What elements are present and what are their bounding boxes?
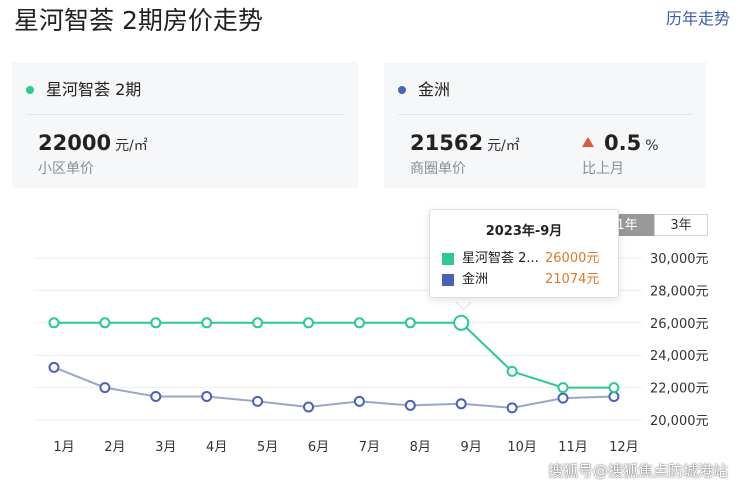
community-price-unit: 元/㎡ <box>115 138 148 154</box>
district-series-point <box>150 391 162 403</box>
tooltip-series-name: 金洲 <box>462 272 489 287</box>
district-name: 金洲 <box>418 80 451 99</box>
community-series-point <box>506 365 518 377</box>
x-tick-label: 2月 <box>104 440 125 455</box>
card-divider <box>398 114 692 115</box>
x-tick-label: 11月 <box>558 440 588 455</box>
increase-arrow-icon <box>582 137 594 147</box>
x-tick-label: 9月 <box>461 440 482 455</box>
community-price-label: 小区单价 <box>38 161 94 177</box>
community-series-point <box>557 382 569 394</box>
community-series-point <box>150 317 162 329</box>
district-price-label: 商圈单价 <box>410 161 466 177</box>
district-series-point <box>99 382 111 394</box>
district-series-line <box>53 366 614 409</box>
district-price-card: 金洲 21562 元/㎡ 商圈单价 0.5% 比上月 <box>384 62 706 188</box>
x-tick-label: 1月 <box>53 440 74 455</box>
tab-3-years[interactable]: 3年 <box>654 214 708 236</box>
y-tick-label: 24,000元 <box>650 349 709 364</box>
community-series-swatch <box>442 253 454 265</box>
community-series-point <box>201 317 213 329</box>
tooltip-title: 2023年-9月 <box>485 224 563 239</box>
community-series-point <box>48 317 60 329</box>
chart-tooltip: 2023年-9月 星河智荟 2... 26000元 金洲 21074元 <box>429 209 619 298</box>
x-tick-label: 3月 <box>155 440 176 455</box>
community-price-value: 22000 <box>38 131 112 155</box>
community-legend-dot <box>26 86 34 94</box>
district-series-point <box>48 361 60 373</box>
district-legend-dot <box>398 86 406 94</box>
time-range-tabs: 1年 3年 <box>600 214 708 236</box>
tooltip-series-value: 26000元 <box>545 251 600 266</box>
history-trend-link[interactable]: 历年走势 <box>665 9 730 28</box>
district-series-point <box>506 402 518 414</box>
x-tick-label: 5月 <box>257 440 278 455</box>
community-series-line <box>54 321 614 389</box>
district-price-unit: 元/㎡ <box>487 138 520 154</box>
watermark: 搜狐号@搜狐焦点防城港站 <box>548 462 729 480</box>
district-series-point <box>404 399 416 411</box>
district-series-swatch <box>442 274 454 286</box>
community-series-point <box>608 382 620 394</box>
community-series-point <box>303 317 314 329</box>
district-series-point <box>557 392 569 404</box>
x-tick-label: 8月 <box>410 440 431 455</box>
community-series-point <box>404 317 416 329</box>
community-price-metric: 22000 元/㎡ 小区单价 <box>38 130 148 179</box>
x-tick-label: 4月 <box>206 440 227 455</box>
x-tick-label: 7月 <box>359 440 380 455</box>
community-series-point <box>99 317 111 329</box>
community-card-header: 星河智荟 2期 <box>26 78 141 102</box>
y-tick-label: 20,000元 <box>650 414 709 429</box>
district-series-point <box>252 395 264 407</box>
page-title: 星河智荟 2期房价走势 <box>14 6 263 35</box>
y-tick-label: 26,000元 <box>650 317 709 332</box>
district-series-point <box>353 395 365 407</box>
x-tick-label: 10月 <box>507 440 537 455</box>
community-name: 星河智荟 2期 <box>46 80 142 99</box>
month-change-label: 比上月 <box>582 161 624 177</box>
y-tick-label: 30,000元 <box>650 252 709 267</box>
community-series-point <box>252 317 264 329</box>
month-change-metric: 0.5% 比上月 <box>582 130 659 179</box>
tooltip-series-name: 星河智荟 2... <box>462 251 539 266</box>
x-tick-label: 6月 <box>308 440 329 455</box>
tooltip-series-value: 21074元 <box>545 272 600 287</box>
month-change-unit: % <box>645 138 659 154</box>
y-tick-label: 22,000元 <box>650 382 709 397</box>
district-series-point <box>201 391 213 403</box>
month-change-value: 0.5 <box>604 131 642 155</box>
y-tick-label: 28,000元 <box>650 284 709 299</box>
district-card-header: 金洲 <box>398 78 450 102</box>
community-price-card: 星河智荟 2期 22000 元/㎡ 小区单价 <box>12 62 358 188</box>
community-series-point <box>353 317 365 329</box>
x-tick-label: 12月 <box>609 440 639 455</box>
district-price-metric: 21562 元/㎡ 商圈单价 <box>410 130 520 179</box>
district-series-point <box>608 391 620 403</box>
card-divider <box>26 114 344 115</box>
community-series-point <box>453 314 470 331</box>
district-series-point <box>455 398 467 410</box>
district-price-value: 21562 <box>410 131 484 155</box>
district-series-point <box>303 401 314 413</box>
